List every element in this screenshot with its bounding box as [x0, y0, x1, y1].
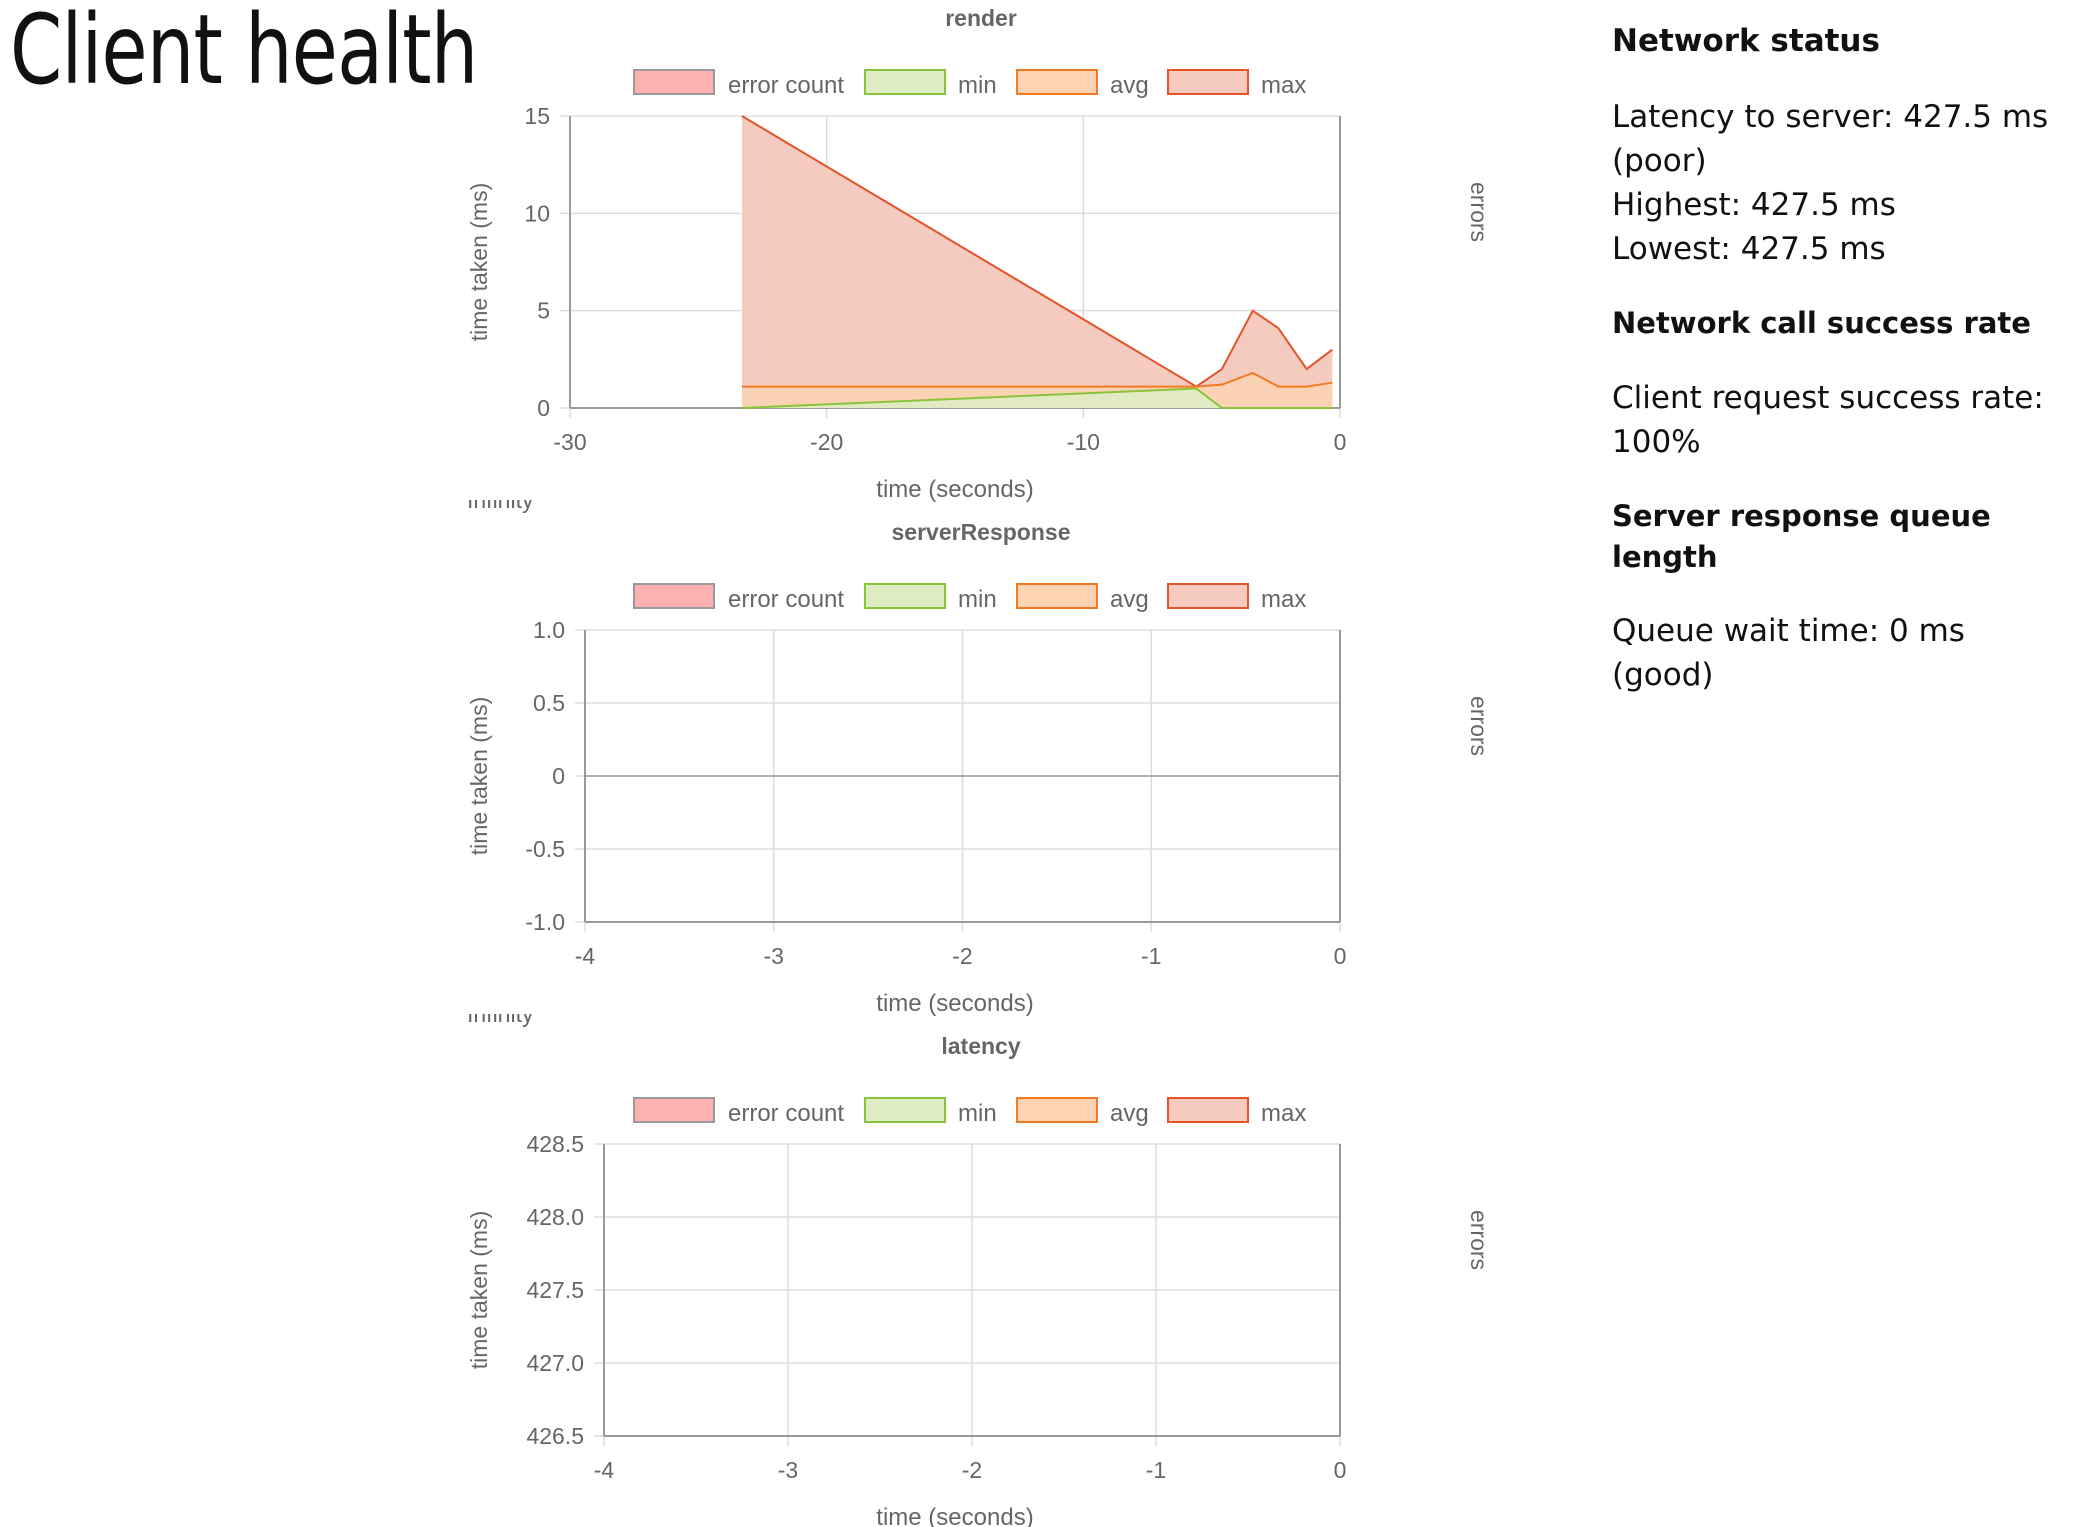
queue-wait-text: Queue wait time: 0 ms (good): [1612, 613, 1965, 694]
x-axis-title: time (seconds): [876, 476, 1033, 503]
legend-label-max: max: [1261, 586, 1306, 613]
legend-swatch-max: [1167, 1097, 1249, 1123]
legend-label-avg: avg: [1110, 586, 1149, 613]
x-tick-label: -1: [1141, 943, 1161, 969]
x-tick-label: -2: [952, 943, 972, 969]
y-tick-label: 0: [537, 395, 550, 421]
legend-label-min: min: [958, 1100, 997, 1127]
x-tick-label: -4: [575, 943, 596, 969]
legend-swatch-avg: [1016, 583, 1098, 609]
queue-length-heading: Server response queue length: [1612, 499, 1991, 574]
x-axis-title: time (seconds): [876, 1504, 1033, 1527]
y-axis-title: time taken (ms): [466, 1211, 492, 1369]
legend-swatch-min: [864, 69, 946, 95]
y2-axis-title: errors: [1466, 182, 1492, 242]
legend-label-error-count: error count: [728, 1100, 844, 1127]
y-tick-label: 426.5: [526, 1423, 584, 1449]
x-tick-label: -20: [810, 429, 843, 455]
x-tick-label: -1: [1146, 1457, 1166, 1483]
y-tick-label: 5: [537, 298, 550, 324]
page-title: Client health: [10, 0, 478, 106]
y-tick-label: 1.0: [533, 617, 565, 643]
legend-label-max: max: [1261, 1100, 1306, 1127]
y-tick-label: 0.5: [533, 690, 565, 716]
legend-label-avg: avg: [1110, 72, 1149, 99]
y2-axis-title: errors: [1466, 1210, 1492, 1270]
legend-swatch-error-count: [633, 583, 715, 609]
legend-swatch-min: [864, 583, 946, 609]
y-axis-title: time taken (ms): [466, 697, 492, 855]
lowest-latency-text: Lowest: 427.5 ms: [1612, 231, 1886, 268]
legend-swatch-min: [864, 1097, 946, 1123]
series-line-min: [741, 387, 1333, 409]
x-tick-label: -30: [553, 429, 586, 455]
x-tick-label: 0: [1334, 429, 1347, 455]
y-tick-label: -0.5: [525, 836, 565, 862]
y2-axis-title: errors: [1466, 696, 1492, 756]
chart-title: serverResponse: [892, 519, 1071, 545]
network-status-heading: Network status: [1612, 23, 1880, 59]
x-tick-label: -10: [1067, 429, 1100, 455]
legend-swatch-error-count: [633, 1097, 715, 1123]
legend-swatch-error-count: [633, 69, 715, 95]
legend-swatch-avg: [1016, 69, 1098, 95]
x-tick-label: -3: [764, 943, 784, 969]
y-tick-label: 10: [524, 200, 550, 226]
legend-label-max: max: [1261, 72, 1306, 99]
y-tick-label: 427.0: [526, 1350, 584, 1376]
y-tick-label: 15: [524, 103, 550, 129]
series-area-max: [741, 116, 1333, 408]
success-rate-text: Client request success rate: 100%: [1612, 380, 2044, 461]
highest-latency-text: Highest: 427.5 ms: [1612, 187, 1896, 224]
y-axis-title: time taken (ms): [466, 183, 492, 341]
latency-text: Latency to server: 427.5 ms (poor): [1612, 99, 2049, 180]
y-tick-label: -1.0: [525, 909, 565, 935]
x-tick-label: -2: [962, 1457, 982, 1483]
chart-title: latency: [941, 1033, 1020, 1059]
legend-label-avg: avg: [1110, 1100, 1149, 1127]
legend-label-error-count: error count: [728, 586, 844, 613]
series-line-avg: [741, 371, 1333, 388]
legend-label-min: min: [958, 72, 997, 99]
x-tick-label: 0: [1334, 943, 1347, 969]
legend-swatch-avg: [1016, 1097, 1098, 1123]
y-tick-label: 0: [552, 763, 565, 789]
y-tick-label: 427.5: [526, 1277, 584, 1303]
x-tick-label: -4: [594, 1457, 615, 1483]
x-tick-label: -3: [778, 1457, 798, 1483]
legend-label-error-count: error count: [728, 72, 844, 99]
x-tick-label: 0: [1334, 1457, 1347, 1483]
success-rate-heading: Network call success rate: [1612, 306, 2031, 341]
y2-tick-label: Infinity: [467, 487, 534, 513]
y-tick-label: 428.5: [526, 1131, 584, 1157]
legend-swatch-max: [1167, 69, 1249, 95]
x-axis-title: time (seconds): [876, 990, 1033, 1017]
chart-title: render: [945, 5, 1017, 31]
y-tick-label: 428.0: [526, 1204, 584, 1230]
status-panel: Network status Latency to server: 427.5 …: [1612, 20, 2072, 697]
y2-tick-label: Infinity: [467, 1001, 534, 1027]
legend-swatch-max: [1167, 583, 1249, 609]
legend-label-min: min: [958, 586, 997, 613]
series-area-min: [741, 388, 1333, 408]
